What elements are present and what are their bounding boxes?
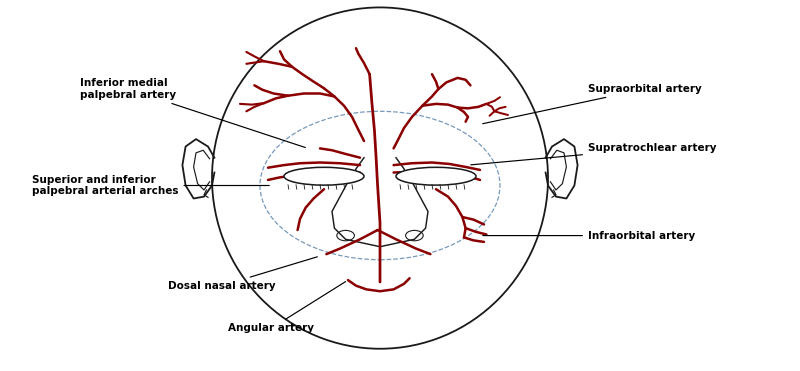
Ellipse shape: [284, 167, 364, 185]
Text: Infraorbital artery: Infraorbital artery: [482, 231, 695, 240]
Text: Inferior medial
palpebral artery: Inferior medial palpebral artery: [80, 78, 306, 148]
Text: Dosal nasal artery: Dosal nasal artery: [168, 257, 318, 290]
Ellipse shape: [396, 167, 476, 185]
Text: Superior and inferior
palpebral arterial arches: Superior and inferior palpebral arterial…: [32, 175, 270, 196]
Text: Angular artery: Angular artery: [228, 282, 346, 333]
Text: Supratrochlear artery: Supratrochlear artery: [470, 144, 717, 165]
Text: Supraorbital artery: Supraorbital artery: [482, 84, 702, 124]
